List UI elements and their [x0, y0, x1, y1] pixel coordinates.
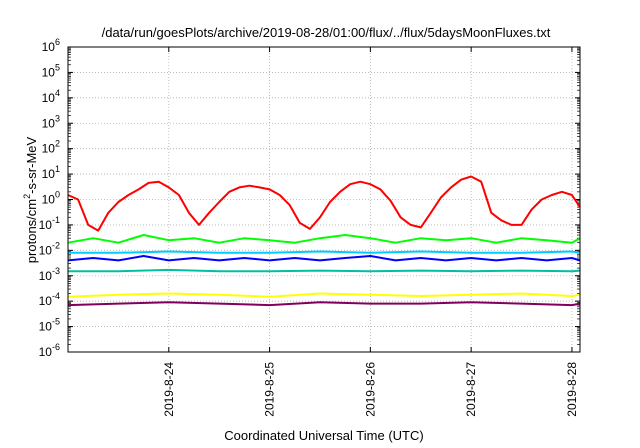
y-axis-title-post: -s-sr-MeV: [24, 136, 39, 193]
y-tick-exponent: -1: [52, 215, 60, 225]
y-tick-base: 10: [39, 218, 53, 232]
y-tick-exponent: 5: [55, 62, 60, 72]
y-tick-labels: 10-610-510-410-310-210-11001011021031041…: [39, 37, 60, 359]
y-tick-base: 10: [42, 65, 56, 79]
y-tick-label: 10-1: [39, 215, 60, 232]
y-tick-base: 10: [39, 269, 53, 283]
y-tick-base: 10: [39, 345, 53, 359]
y-tick-exponent: -6: [52, 342, 60, 352]
plot-frame: [67, 46, 581, 353]
series-line-7: [67, 301, 581, 307]
series-line-3: [68, 250, 581, 254]
y-tick-base: 10: [42, 142, 56, 156]
y-axis-title: protons/cm2-s-sr-MeV: [22, 136, 39, 263]
y-tick-base: 10: [42, 91, 56, 105]
series-line-4: [67, 255, 581, 262]
y-tick-exponent: -3: [52, 266, 60, 276]
series-line-6: [67, 292, 581, 298]
y-tick-exponent: 4: [55, 88, 60, 98]
y-tick-base: 10: [42, 167, 56, 181]
y-tick-base: 10: [42, 116, 56, 130]
y-tick-exponent: 1: [55, 164, 60, 174]
y-tick-exponent: 2: [55, 139, 60, 149]
y-tick-exponent: 6: [55, 37, 60, 47]
y-tick-base: 10: [39, 294, 53, 308]
y-tick-base: 10: [39, 320, 53, 334]
x-tick-labels: 2019-8-24 2019-8-25 2019-8-26 2019-8-27 2019…: [162, 362, 579, 417]
y-tick-base: 10: [39, 243, 53, 257]
series-line-2: [67, 234, 581, 244]
x-tick-label: 2019-8-25: [263, 362, 277, 417]
y-tick-label: 10-3: [39, 266, 60, 283]
y-tick-label: 104: [42, 88, 60, 105]
series-line-1: [67, 175, 581, 232]
y-tick-exponent: 0: [55, 190, 60, 200]
y-tick-label: 100: [42, 190, 60, 207]
y-axis-title-sup: 2: [22, 194, 32, 199]
y-tick-label: 10-4: [39, 291, 60, 308]
y-tick-label: 10-2: [39, 240, 60, 257]
y-tick-label: 106: [42, 37, 60, 54]
y-tick-label: 10-6: [39, 342, 60, 359]
x-tick-label: 2019-8-26: [363, 362, 377, 417]
y-tick-label: 102: [42, 139, 60, 156]
x-tick-label: 2019-8-27: [464, 362, 478, 417]
y-tick-exponent: -4: [52, 291, 60, 301]
y-tick-exponent: -2: [52, 240, 60, 250]
chart-title: /data/run/goesPlots/archive/2019-08-28/0…: [102, 25, 551, 40]
y-tick-label: 105: [42, 62, 60, 79]
y-tick-exponent: -5: [52, 317, 60, 327]
y-tick-base: 10: [42, 193, 56, 207]
series-line-5: [68, 268, 581, 273]
y-axis-title-pre: protons/cm: [24, 199, 39, 263]
x-tick-label: 2019-8-24: [162, 362, 176, 417]
x-tick-label: 2019-8-28: [565, 362, 579, 417]
series-group: [67, 175, 581, 307]
y-tick-label: 10-5: [39, 317, 60, 334]
y-tick-label: 101: [42, 164, 60, 181]
y-tick-label: 103: [42, 113, 60, 130]
x-axis-title: Coordinated Universal Time (UTC): [224, 428, 423, 443]
grid: [68, 46, 580, 353]
y-tick-exponent: 3: [55, 113, 60, 123]
y-tick-base: 10: [42, 40, 56, 54]
